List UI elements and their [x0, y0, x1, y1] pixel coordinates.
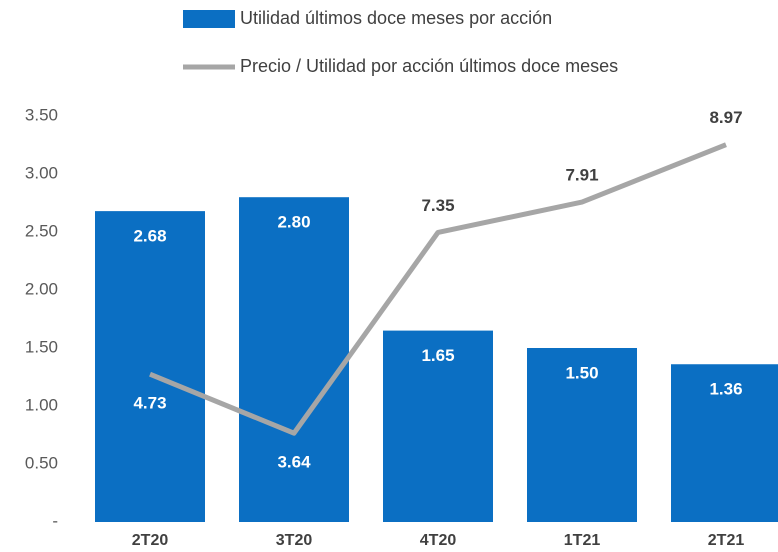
x-tick-label: 2T20	[132, 532, 169, 549]
bar-value-label: 1.36	[709, 380, 742, 399]
line-series	[149, 142, 727, 436]
y-tick-label: 1.50	[25, 337, 58, 356]
line-value-label: 4.73	[133, 394, 166, 413]
line-value-label: 8.97	[709, 108, 742, 127]
y-tick-label: 2.50	[25, 221, 58, 240]
legend-label: Precio / Utilidad por acción últimos doc…	[240, 56, 618, 76]
legend-label: Utilidad últimos doce meses por acción	[240, 8, 552, 28]
bar-value-label: 2.68	[133, 227, 166, 246]
x-tick-label: 3T20	[276, 532, 313, 549]
y-tick-label: 3.00	[25, 163, 58, 182]
y-tick-label: -	[52, 511, 58, 530]
y-tick-label: 2.00	[25, 279, 58, 298]
line-value-label: 3.64	[277, 453, 311, 472]
bar	[239, 197, 349, 522]
bar-value-label: 2.80	[277, 213, 310, 232]
y-tick-label: 0.50	[25, 453, 58, 472]
x-tick-label: 4T20	[420, 532, 457, 549]
bar	[95, 211, 205, 522]
line-value-label: 7.35	[421, 196, 454, 215]
legend-swatch-bar	[183, 10, 235, 28]
x-tick-label: 2T21	[708, 532, 745, 549]
y-tick-label: 1.00	[25, 395, 58, 414]
line-value-label: 7.91	[565, 166, 598, 185]
y-tick-label: 3.50	[25, 105, 58, 124]
bar	[383, 330, 493, 522]
bar	[527, 348, 637, 522]
x-tick-label: 1T21	[564, 532, 601, 549]
bar-value-label: 1.65	[421, 346, 454, 365]
bar	[671, 364, 778, 522]
bar-value-label: 1.50	[565, 363, 598, 382]
